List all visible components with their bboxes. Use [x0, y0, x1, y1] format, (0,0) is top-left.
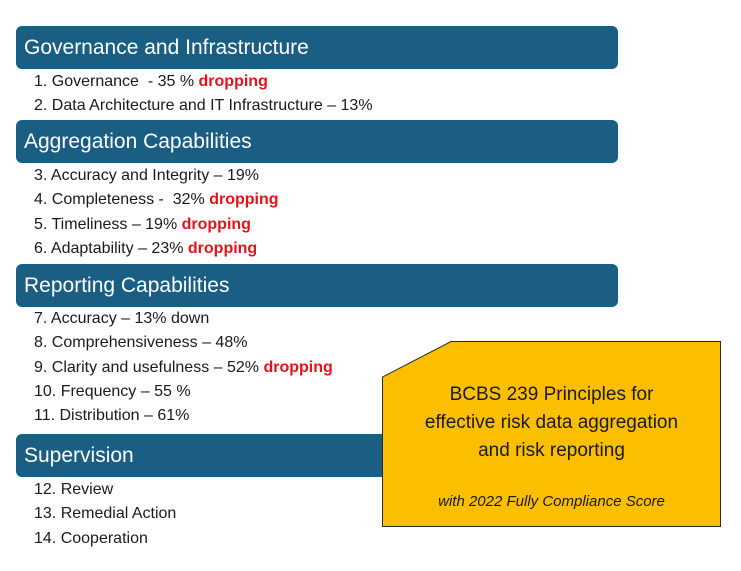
list-item: 6. Adaptability – 23% dropping	[34, 237, 279, 261]
section-title: Aggregation Capabilities	[24, 129, 252, 153]
section-list-aggregation: 3. Accuracy and Integrity – 19% 4. Compl…	[34, 164, 279, 261]
list-item: 14. Cooperation	[34, 527, 176, 551]
list-item: 10. Frequency – 55 %	[34, 380, 333, 404]
section-list-governance: 1. Governance - 35 % dropping 2. Data Ar…	[34, 70, 373, 119]
callout-title-line: and risk reporting	[478, 440, 625, 461]
list-item: 7. Accuracy – 13% down	[34, 307, 333, 331]
dropping-flag: dropping	[181, 215, 251, 233]
callout-title-line: effective risk data aggregation	[424, 412, 679, 433]
dropping-flag: dropping	[209, 191, 279, 209]
item-text: 6. Adaptability – 23%	[34, 239, 188, 257]
section-header-reporting: Reporting Capabilities	[16, 264, 618, 307]
callout-box: BCBS 239 Principles for effective risk d…	[382, 341, 721, 527]
callout-title-line: BCBS 239 Principles for	[449, 384, 654, 405]
section-header-aggregation: Aggregation Capabilities	[16, 120, 618, 163]
list-item: 5. Timeliness – 19% dropping	[34, 213, 279, 237]
dropping-flag: dropping	[198, 73, 268, 90]
callout-shape	[382, 341, 721, 527]
item-text: 2. Data Architecture and IT Infrastructu…	[34, 97, 373, 115]
section-title: Supervision	[24, 443, 134, 467]
list-item: 1. Governance - 35 % dropping	[34, 70, 373, 94]
list-item: 9. Clarity and usefulness – 52% dropping	[34, 356, 333, 380]
item-text: 7. Accuracy – 13% down	[34, 310, 210, 327]
list-item: 4. Completeness - 32% dropping	[34, 188, 279, 212]
item-text: 12. Review	[34, 481, 114, 498]
list-item: 11. Distribution – 61%	[34, 404, 333, 428]
callout-title: BCBS 239 Principles for effective risk d…	[382, 381, 721, 465]
section-list-supervision: 12. Review 13. Remedial Action 14. Coope…	[34, 478, 176, 551]
item-text: 11. Distribution – 61%	[34, 407, 190, 425]
list-item: 12. Review	[34, 478, 176, 502]
callout-subtitle: with 2022 Fully Compliance Score	[438, 493, 665, 510]
section-header-governance: Governance and Infrastructure	[16, 26, 618, 69]
list-item: 3. Accuracy and Integrity – 19%	[34, 164, 279, 188]
item-text: 1. Governance - 35 %	[34, 73, 199, 90]
dropping-flag: dropping	[187, 239, 258, 257]
item-text: 14. Cooperation	[34, 529, 148, 547]
item-text: 8. Comprehensiveness – 48%	[34, 334, 248, 352]
item-text: 10. Frequency – 55 %	[34, 382, 191, 400]
section-title: Reporting Capabilities	[24, 273, 230, 297]
list-item: 8. Comprehensiveness – 48%	[34, 331, 333, 355]
section-list-reporting: 7. Accuracy – 13% down 8. Comprehensiven…	[34, 307, 333, 428]
item-text: 9. Clarity and usefulness – 52%	[34, 358, 264, 376]
item-text: 4. Completeness - 32%	[34, 191, 210, 209]
item-text: 13. Remedial Action	[34, 505, 177, 523]
item-text: 3. Accuracy and Integrity – 19%	[34, 167, 260, 184]
list-item: 2. Data Architecture and IT Infrastructu…	[34, 94, 373, 118]
section-title: Governance and Infrastructure	[24, 35, 309, 59]
dropping-flag: dropping	[263, 358, 333, 376]
list-item: 13. Remedial Action	[34, 502, 176, 526]
item-text: 5. Timeliness – 19%	[34, 215, 182, 233]
